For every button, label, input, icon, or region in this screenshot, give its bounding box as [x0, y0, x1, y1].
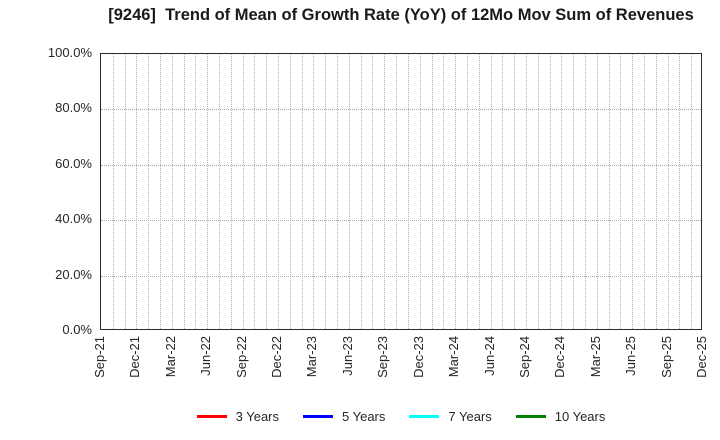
- gridline-vertical: [596, 54, 598, 329]
- x-tick-label: Mar-24: [446, 336, 462, 378]
- gridline-vertical: [219, 54, 221, 329]
- legend-label: 5 Years: [342, 408, 386, 424]
- x-tick-label: Jun-23: [339, 336, 355, 376]
- x-tick-label: Jun-24: [481, 336, 497, 376]
- gridline-horizontal: [101, 220, 701, 222]
- chart-title: [9246] Trend of Mean of Growth Rate (YoY…: [108, 6, 694, 24]
- legend-item: 10 Years: [515, 408, 606, 424]
- gridline-vertical: [148, 54, 150, 329]
- x-tick-label: Jun-22: [198, 336, 214, 376]
- gridline-vertical: [278, 54, 280, 329]
- x-tick-label: Dec-23: [410, 336, 426, 378]
- gridline-vertical: [502, 54, 504, 329]
- gridline-vertical: [183, 54, 185, 329]
- gridline-vertical: [337, 54, 339, 329]
- x-tick-label: Mar-23: [304, 336, 320, 378]
- gridline-vertical: [537, 54, 539, 329]
- x-tick-label: Dec-21: [127, 336, 143, 378]
- x-tick-label: Sep-21: [92, 336, 107, 378]
- gridline-vertical: [561, 54, 563, 329]
- gridline-vertical: [384, 54, 386, 329]
- gridline-vertical: [136, 54, 138, 329]
- x-tick-label: Jun-25: [623, 336, 639, 376]
- gridline-vertical: [325, 54, 327, 329]
- gridline-vertical: [466, 54, 468, 329]
- x-tick-label: Sep-22: [233, 336, 249, 378]
- x-tick-label: Dec-24: [552, 336, 568, 378]
- plot-area: [100, 53, 702, 330]
- legend-item: 5 Years: [303, 409, 385, 424]
- y-tick-label: 60.0%: [55, 155, 92, 171]
- gridline-vertical: [230, 54, 232, 329]
- gridline-vertical: [254, 54, 256, 329]
- x-tick-label: Sep-24: [516, 336, 532, 378]
- x-tick-label: Mar-22: [162, 336, 178, 378]
- x-tick-label: Mar-25: [587, 336, 603, 378]
- gridline-vertical: [643, 54, 645, 329]
- legend: 3 Years 5 Years 7 Years 10 Years: [100, 405, 702, 427]
- y-tick-label: 100.0%: [47, 45, 92, 60]
- y-tick-label: 80.0%: [55, 100, 92, 116]
- gridline-vertical: [360, 54, 362, 329]
- gridline-vertical: [455, 54, 457, 329]
- gridline-vertical: [372, 54, 374, 329]
- gridline-vertical: [242, 54, 244, 329]
- legend-line-sample: [303, 414, 333, 418]
- gridline-vertical: [443, 54, 445, 329]
- gridline-vertical: [620, 54, 622, 329]
- gridline-vertical: [195, 54, 197, 329]
- gridline-vertical: [348, 54, 350, 329]
- legend-line-sample: [409, 414, 440, 418]
- x-tick-label: Dec-22: [269, 336, 285, 378]
- gridline-vertical: [655, 54, 657, 329]
- gridline-vertical: [419, 54, 421, 329]
- y-tick-label: 40.0%: [55, 211, 92, 227]
- x-tick-label: Sep-25: [658, 336, 674, 378]
- gridline-vertical: [396, 54, 398, 329]
- gridline-vertical: [573, 54, 575, 329]
- gridline-vertical: [301, 54, 303, 329]
- gridline-vertical: [112, 54, 114, 329]
- gridline-vertical: [632, 54, 634, 329]
- gridline-vertical: [679, 54, 681, 329]
- legend-label: 3 Years: [235, 408, 279, 424]
- y-tick-label: 0.0%: [62, 322, 92, 337]
- gridline-vertical: [691, 54, 693, 329]
- gridline-vertical: [407, 54, 409, 329]
- gridline-vertical: [608, 54, 610, 329]
- gridline-vertical: [124, 54, 126, 329]
- gridline-vertical: [207, 54, 209, 329]
- gridline-vertical: [667, 54, 669, 329]
- legend-label: 7 Years: [448, 408, 492, 424]
- gridline-vertical: [171, 54, 173, 329]
- legend-line-sample: [196, 414, 227, 418]
- gridline-vertical: [478, 54, 480, 329]
- gridline-horizontal: [101, 164, 701, 166]
- y-tick-label: 20.0%: [55, 266, 92, 282]
- x-tick-label: Sep-23: [375, 336, 391, 378]
- legend-line-sample: [515, 414, 546, 418]
- gridline-vertical: [431, 54, 433, 329]
- gridline-vertical: [549, 54, 551, 329]
- gridline-vertical: [525, 54, 527, 329]
- legend-item: 3 Years: [196, 408, 279, 424]
- gridline-vertical: [490, 54, 492, 329]
- gridline-vertical: [289, 54, 291, 329]
- gridline-horizontal: [101, 275, 701, 277]
- legend-item: 7 Years: [409, 408, 492, 424]
- gridline-vertical: [160, 54, 162, 329]
- gridline-vertical: [514, 54, 516, 329]
- gridline-vertical: [584, 54, 586, 329]
- gridline-vertical: [266, 54, 268, 329]
- gridline-horizontal: [101, 109, 701, 111]
- gridline-vertical: [313, 54, 315, 329]
- legend-label: 10 Years: [554, 408, 606, 424]
- x-tick-label: Dec-25: [694, 336, 709, 378]
